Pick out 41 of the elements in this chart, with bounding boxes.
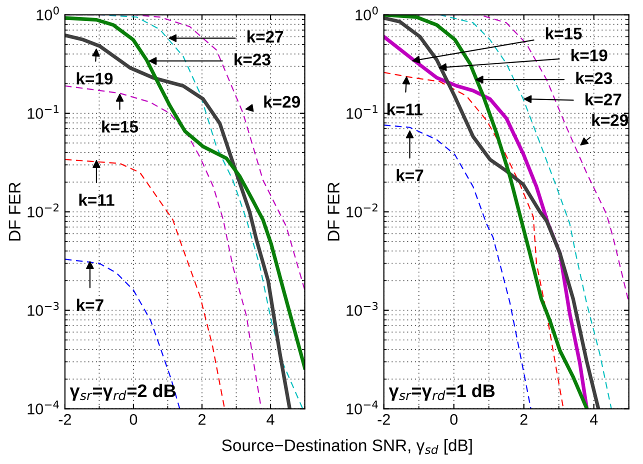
y-axis-title: DF FER	[8, 182, 20, 241]
x-tick-label: 4	[266, 414, 274, 425]
annotation: k=15	[546, 27, 582, 40]
y-tick-label: 10$^{−3}$	[346, 302, 378, 316]
annotation: k=7	[396, 169, 424, 182]
annotation: k=23	[234, 53, 270, 66]
line-series	[64, 158, 226, 409]
y-tick-label: 10$^{−3}$	[28, 302, 59, 316]
x-tick-label: 0	[130, 414, 138, 425]
x-tick-label: -2	[378, 414, 390, 425]
y-tick-label: 10$^{−2}$	[346, 203, 378, 218]
x-tick-label: 2	[198, 414, 206, 425]
annotation: k=11	[387, 103, 422, 116]
annotation: γ$_{sr}$=γ$_{rd}$=1 dB	[388, 384, 495, 401]
annotation: k=23	[576, 72, 612, 84]
annotation: k=29	[592, 114, 628, 126]
line-series	[384, 124, 532, 409]
y-tick-label: 10$^{−4}$	[28, 400, 59, 414]
annotation: k=11	[79, 194, 114, 206]
line-series	[384, 72, 564, 409]
y-tick-label: 10$^{−1}$	[346, 105, 378, 119]
y-tick-label: 10$^{−4}$	[346, 400, 378, 414]
x-tick-label: 0	[450, 414, 458, 425]
annotation: k=29	[264, 95, 300, 108]
annotation: k=27	[586, 93, 622, 106]
line-series	[64, 258, 180, 409]
y-tick-label: 10$^{−2}$	[28, 203, 58, 218]
x-tick-label: 4	[590, 414, 598, 425]
y-axis-title: DF FER	[328, 182, 340, 241]
y-tick-label: 10$^{−1}$	[28, 105, 59, 119]
annotation: k=15	[102, 120, 138, 133]
annotation: γ$_{sr}$=γ$_{rd}$=2 dB	[70, 384, 176, 401]
y-tick-label: 10$^{0}$	[356, 6, 378, 20]
x-tick-label: 2	[520, 414, 528, 425]
x-tick-label: -2	[58, 414, 71, 425]
y-tick-label: 10$^{0}$	[36, 6, 59, 20]
annotation: k=19	[572, 49, 608, 62]
annotation: k=7	[76, 298, 104, 311]
x-axis-title: Source−Destination SNR, γ$_{sd}$ [dB]	[222, 439, 472, 455]
annotation: k=27	[247, 30, 284, 42]
annotation: k=19	[76, 72, 113, 85]
